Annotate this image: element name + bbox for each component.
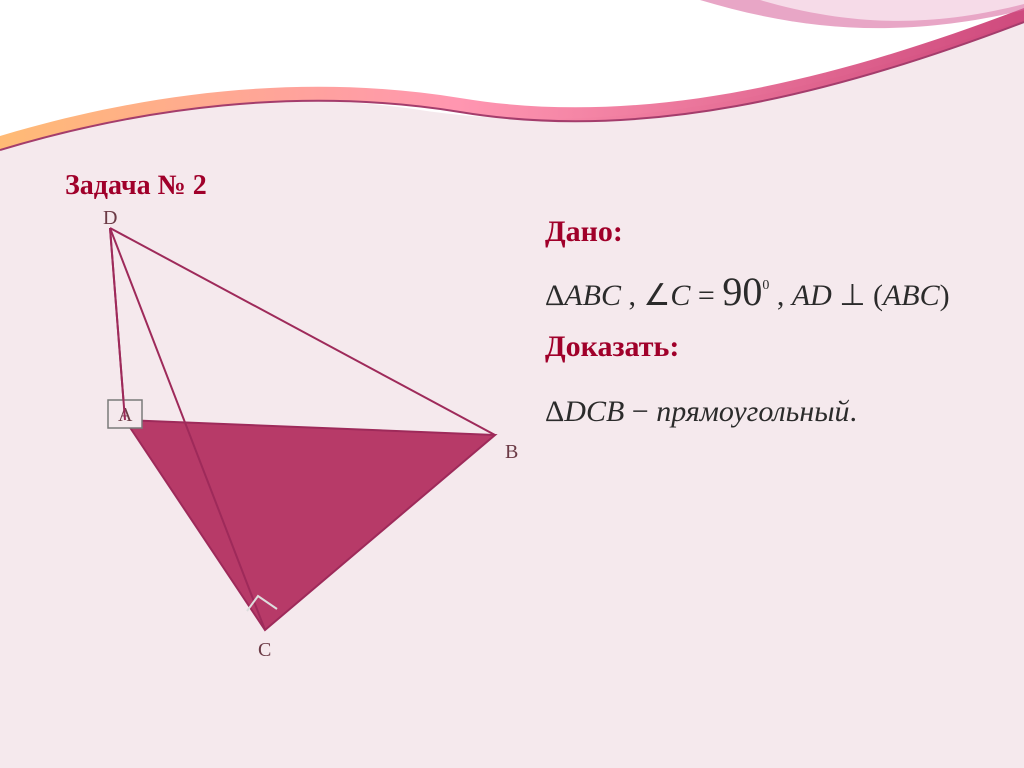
sym-triangle: Δ: [545, 279, 564, 312]
vertex-label-c: C: [258, 639, 271, 661]
close-paren: ): [940, 279, 950, 312]
eq: =: [690, 279, 722, 312]
dot: .: [850, 395, 858, 428]
comma1: ,: [621, 279, 644, 312]
given-line: ΔABC , ∠C = 900 , AD ⊥ (ABC): [545, 268, 950, 315]
txt-c: C: [670, 279, 690, 312]
sym-triangle2: Δ: [545, 395, 564, 428]
word-rect: прямоугольный: [656, 395, 849, 428]
txt-ad: AD: [792, 279, 832, 312]
content-area: Задача № 2 A D B C Дано:: [0, 0, 1024, 768]
triangle-abc-fill: [125, 420, 495, 630]
comma2: ,: [769, 279, 792, 312]
prove-heading: Доказать:: [545, 330, 679, 364]
txt-abc: ABC: [564, 279, 621, 312]
sp2: [865, 279, 873, 312]
vertex-label-b: B: [505, 441, 518, 463]
txt-dcb: DCB: [564, 395, 624, 428]
sym-angle: ∠: [643, 279, 670, 312]
open-paren: (: [873, 279, 883, 312]
ninety: 90: [722, 269, 762, 314]
given-heading: Дано:: [545, 215, 623, 249]
slide: Задача № 2 A D B C Дано:: [0, 0, 1024, 768]
edge-db: [110, 228, 495, 435]
txt-abc2: ABC: [883, 279, 940, 312]
vertex-label-d: D: [103, 210, 117, 229]
problem-title: Задача № 2: [65, 170, 207, 202]
sym-perp: ⊥: [839, 279, 865, 312]
prove-line: ΔDCB − прямоугольный.: [545, 395, 857, 429]
dash: −: [624, 395, 656, 428]
geometry-diagram: A D B C: [50, 210, 530, 670]
